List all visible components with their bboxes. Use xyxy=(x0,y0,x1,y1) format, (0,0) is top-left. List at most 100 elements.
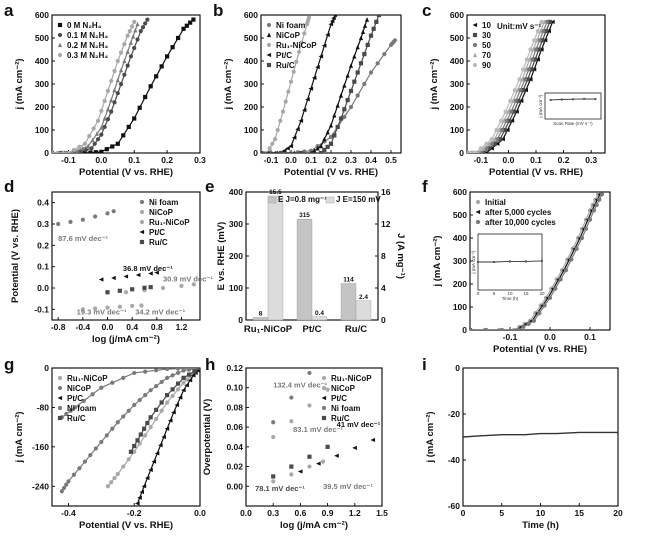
data-point xyxy=(526,321,531,326)
data-point xyxy=(476,150,480,153)
data-point xyxy=(125,63,130,68)
data-point xyxy=(334,453,339,458)
slope-annotation: 78.1 mV dec⁻¹ xyxy=(255,484,305,493)
data-point xyxy=(302,31,307,36)
x-tick-label: 0.0 xyxy=(502,155,514,165)
data-point xyxy=(181,380,186,385)
data-point xyxy=(80,217,85,222)
y-tick-label: -0.1 xyxy=(34,304,49,314)
x-axis-label: log (j/mA cm⁻²) xyxy=(92,334,160,345)
y-axis-label: E vs. RHE (mV) xyxy=(216,222,227,291)
data-point xyxy=(364,17,370,22)
data-point xyxy=(188,20,193,25)
data-point xyxy=(56,221,61,227)
data-point xyxy=(148,285,153,290)
data-point xyxy=(145,17,150,22)
data-point xyxy=(128,40,134,45)
data-point xyxy=(325,32,330,38)
data-point xyxy=(181,375,186,380)
data-point xyxy=(569,257,574,262)
legend-marker xyxy=(321,395,327,401)
data-point xyxy=(326,356,330,360)
data-point xyxy=(542,38,548,43)
series-line xyxy=(52,21,135,153)
inset-point xyxy=(572,98,574,101)
x-tick-label: 10 xyxy=(536,508,546,518)
data-point xyxy=(135,438,140,443)
data-point xyxy=(546,29,551,34)
data-point xyxy=(125,33,130,38)
y-axis-label: j (mA cm⁻²) xyxy=(425,411,436,463)
data-point xyxy=(342,83,347,88)
x-tick-label: 5 xyxy=(499,508,504,518)
y-tick-label: -40 xyxy=(448,455,461,465)
legend-marker xyxy=(57,385,63,391)
data-point xyxy=(80,307,85,312)
plot-area xyxy=(271,356,376,484)
panel-a: -0.1 0.0 0.1 0.2 0.3 0 100 200 300 400 500 600 Poten… xyxy=(14,10,206,178)
data-point xyxy=(509,109,514,114)
x-tick-label: 20 xyxy=(613,508,623,518)
data-point xyxy=(362,23,368,28)
legend-label: Pt/C xyxy=(149,228,165,237)
bar-value-label: 8 xyxy=(259,310,263,317)
bar xyxy=(296,218,313,321)
x-tick-label: -0.2 xyxy=(127,508,142,518)
data-point xyxy=(521,324,526,330)
inset-frame xyxy=(544,92,602,120)
y-tick-label: 0.02 xyxy=(226,462,243,472)
y-axis-label: Potential (V vs. RHE) xyxy=(10,209,21,303)
inset-point xyxy=(594,98,597,101)
y-tick-label: -60 xyxy=(448,501,461,511)
data-point xyxy=(112,68,117,74)
data-point xyxy=(123,290,129,295)
data-point xyxy=(148,388,153,393)
data-point xyxy=(539,47,544,52)
data-point xyxy=(105,88,111,93)
y-tick-label: 100 xyxy=(244,125,258,135)
data-point xyxy=(352,53,357,59)
y-tick-label: 300 xyxy=(450,79,464,89)
data-point xyxy=(109,78,114,84)
series-3 xyxy=(271,356,330,425)
data-point xyxy=(360,29,366,34)
series-2 xyxy=(470,192,605,330)
legend-label: 0.1 M N₂H₄ xyxy=(67,31,108,40)
data-point xyxy=(281,148,287,153)
data-point xyxy=(335,124,340,130)
data-point xyxy=(302,149,307,153)
data-point xyxy=(68,219,73,224)
data-point xyxy=(311,75,317,80)
data-point xyxy=(599,192,605,197)
data-point xyxy=(105,106,111,112)
data-point xyxy=(315,65,320,70)
data-point xyxy=(60,150,66,153)
x-tick-label: 0.4 xyxy=(126,322,138,332)
inset-tick-label: 5 xyxy=(493,291,496,296)
bar-value-label: 114 xyxy=(343,277,354,284)
data-point xyxy=(525,77,530,82)
y2-tick-label: 8 xyxy=(381,251,386,261)
legend-marker xyxy=(266,32,272,38)
legend-label: 0.2 M N₂H₄ xyxy=(67,41,108,50)
data-point xyxy=(514,109,519,114)
data-point xyxy=(105,484,111,489)
data-point xyxy=(306,15,312,20)
data-point xyxy=(342,107,347,112)
data-point xyxy=(142,285,147,290)
data-point xyxy=(521,88,526,93)
legend-label: NiCoP xyxy=(276,31,301,40)
x-tick-label: 0.1 xyxy=(305,155,317,165)
data-point xyxy=(500,137,505,142)
legend-label: 0.3 M N₂H₄ xyxy=(67,51,108,60)
data-point xyxy=(298,118,304,123)
data-point xyxy=(66,150,71,153)
data-point xyxy=(498,118,504,123)
data-point xyxy=(148,415,153,420)
x-tick-label: 0.0 xyxy=(240,508,252,518)
data-point xyxy=(280,109,286,114)
x-tick-label: 0.0 xyxy=(102,322,114,332)
legend-label: Ru/C xyxy=(331,414,350,423)
data-point xyxy=(154,74,159,79)
